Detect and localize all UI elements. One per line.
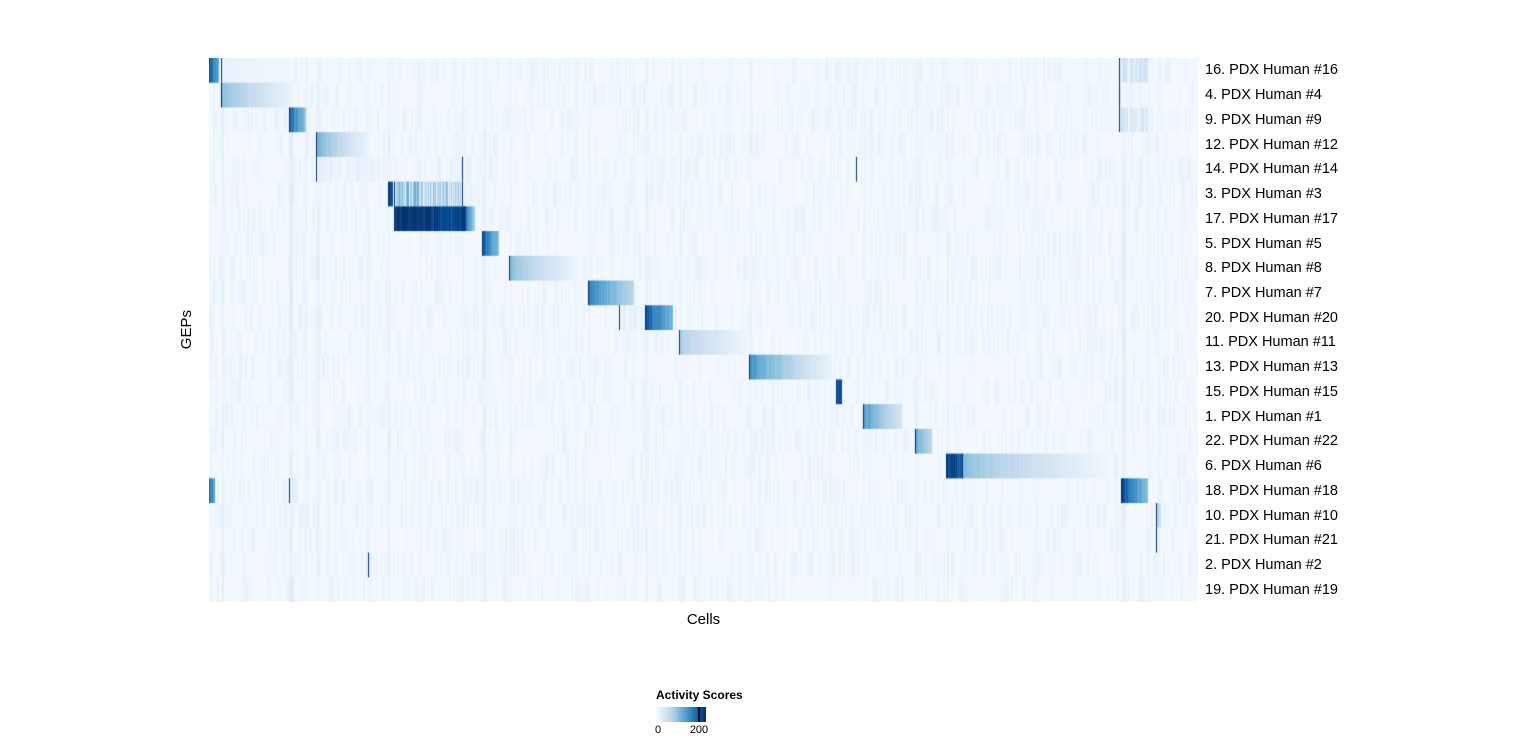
row-label: 13. PDX Human #13 <box>1205 359 1338 376</box>
row-label: 19. PDX Human #19 <box>1205 581 1338 598</box>
row-label: 4. PDX Human #4 <box>1205 87 1322 104</box>
row-label: 5. PDX Human #5 <box>1205 235 1322 252</box>
row-label: 9. PDX Human #9 <box>1205 111 1322 128</box>
x-axis-label: Cells <box>686 611 721 628</box>
legend-title: Activity Scores <box>656 688 743 702</box>
heatmap-canvas <box>209 58 1198 602</box>
row-label: 3. PDX Human #3 <box>1205 186 1322 203</box>
row-label: 7. PDX Human #7 <box>1205 284 1322 301</box>
colorbar <box>656 707 706 722</box>
legend-ticks: 0 200 <box>655 724 776 738</box>
row-label: 8. PDX Human #8 <box>1205 260 1322 277</box>
row-label: 12. PDX Human #12 <box>1205 136 1338 153</box>
row-label: 2. PDX Human #2 <box>1205 557 1322 574</box>
row-labels: 16. PDX Human #16 4. PDX Human #4 9. PDX… <box>1205 58 1535 602</box>
row-label: 10. PDX Human #10 <box>1205 507 1338 524</box>
row-label: 14. PDX Human #14 <box>1205 161 1338 178</box>
row-label: 22. PDX Human #22 <box>1205 433 1338 450</box>
y-axis-label: GEPs <box>177 310 195 350</box>
row-label: 21. PDX Human #21 <box>1205 532 1338 549</box>
row-label: 18. PDX Human #18 <box>1205 482 1338 499</box>
row-label: 6. PDX Human #6 <box>1205 458 1322 475</box>
legend-tick-label: 200 <box>689 724 709 736</box>
y-axis-label-container: GEPs <box>174 58 198 602</box>
legend: Activity Scores 0 200 <box>655 688 776 738</box>
row-label: 16. PDX Human #16 <box>1205 62 1338 79</box>
row-label: 15. PDX Human #15 <box>1205 383 1338 400</box>
row-label: 1. PDX Human #1 <box>1205 408 1322 425</box>
row-label: 17. PDX Human #17 <box>1205 210 1338 227</box>
legend-min-label: 0 <box>654 724 662 736</box>
row-label: 11. PDX Human #11 <box>1205 334 1336 351</box>
row-label: 20. PDX Human #20 <box>1205 309 1338 326</box>
